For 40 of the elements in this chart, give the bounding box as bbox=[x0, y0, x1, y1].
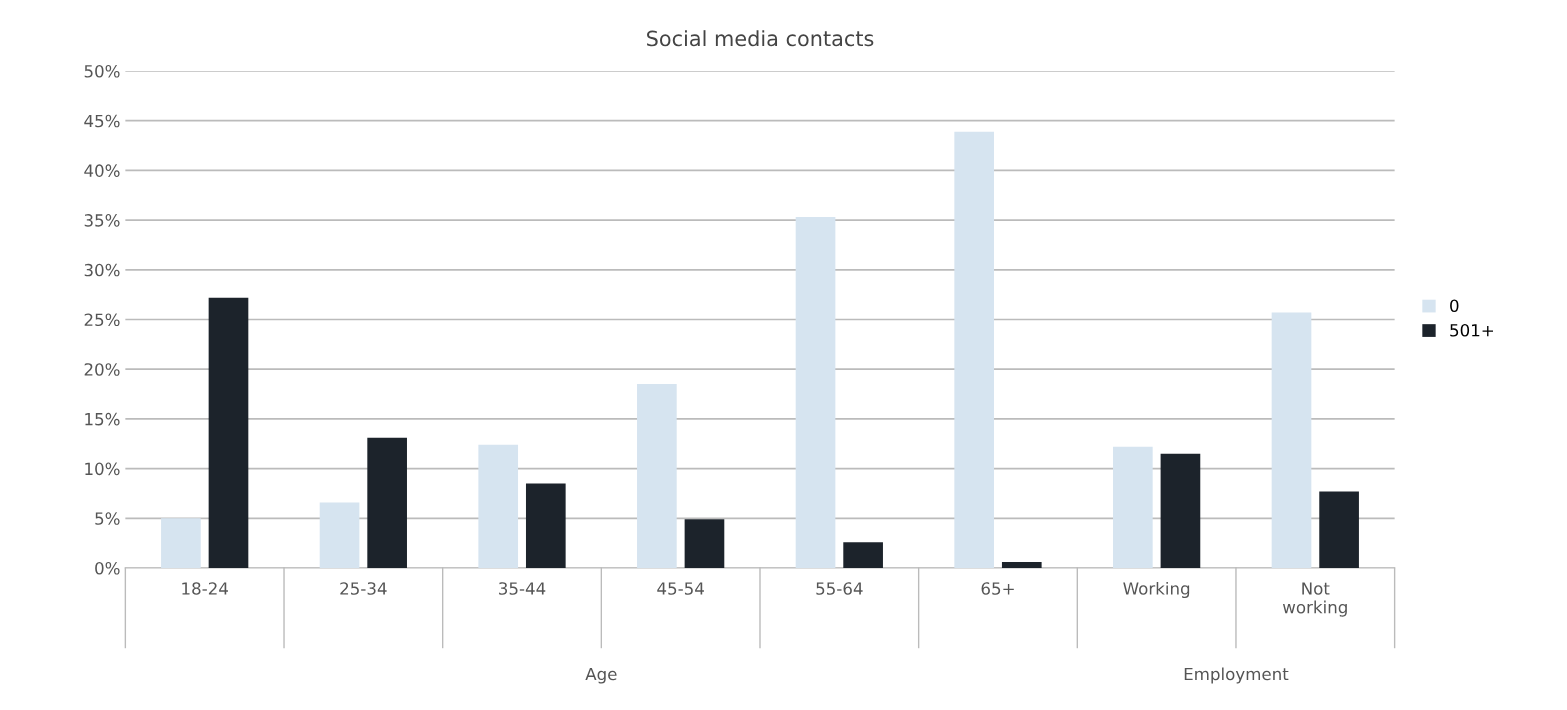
bar bbox=[1271, 312, 1312, 568]
x-tick-label: 18-24 bbox=[182, 582, 228, 595]
bar bbox=[525, 483, 566, 568]
y-tick-label: 45% bbox=[84, 114, 120, 128]
bar bbox=[478, 444, 519, 568]
y-tick-label: 15% bbox=[85, 412, 120, 426]
text: Employment bbox=[1184, 667, 1289, 684]
y-tick-label: 0% bbox=[95, 561, 120, 575]
bar bbox=[1160, 453, 1201, 568]
y-tick-label: 50% bbox=[84, 64, 120, 78]
bar bbox=[161, 518, 201, 568]
legend-label: 0 bbox=[1450, 299, 1459, 313]
y-tick-label: 35% bbox=[84, 214, 120, 227]
x-tick-label: 65+ bbox=[981, 582, 1014, 595]
text: Age bbox=[585, 667, 617, 684]
y-tick-label: 10% bbox=[85, 462, 120, 476]
x-tick-label: 55-64 bbox=[816, 582, 863, 595]
bar bbox=[684, 519, 725, 568]
y-tick-label: 20% bbox=[84, 363, 120, 376]
bar bbox=[1319, 491, 1359, 568]
x-tick-label: 45-54 bbox=[657, 582, 704, 595]
bar bbox=[1113, 446, 1153, 568]
bar bbox=[637, 384, 677, 568]
bar bbox=[843, 542, 883, 568]
chart-title: Social media contacts bbox=[647, 30, 874, 47]
y-tick-label: 5% bbox=[95, 512, 120, 525]
legend-label: 501+ bbox=[1450, 323, 1493, 337]
x-tick-label: Not working bbox=[1282, 582, 1347, 617]
bar bbox=[319, 502, 360, 568]
bar bbox=[795, 217, 836, 568]
x-tick-label: 35-44 bbox=[499, 582, 546, 595]
bar bbox=[1001, 562, 1042, 568]
bar bbox=[367, 437, 407, 568]
x-tick-label: Working bbox=[1123, 581, 1190, 599]
x-tick-label: 25-34 bbox=[340, 582, 387, 595]
y-tick-label: 25% bbox=[84, 313, 120, 327]
bar bbox=[208, 297, 249, 568]
y-tick-label: 40% bbox=[84, 164, 120, 177]
bar bbox=[954, 131, 995, 568]
y-tick-label: 30% bbox=[84, 263, 120, 277]
